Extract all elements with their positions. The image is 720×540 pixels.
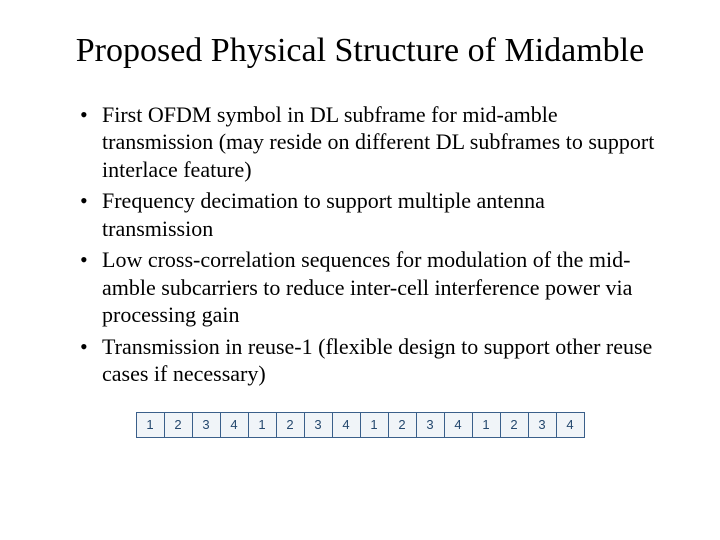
sequence-cell: 4 bbox=[332, 413, 360, 437]
sequence-cell: 4 bbox=[220, 413, 248, 437]
bullet-item: First OFDM symbol in DL subframe for mid… bbox=[80, 101, 660, 184]
sequence-strip: 1234123412341234 bbox=[136, 412, 585, 438]
sequence-strip-wrap: 1234123412341234 bbox=[50, 412, 670, 438]
sequence-cell: 2 bbox=[276, 413, 304, 437]
sequence-cell: 2 bbox=[164, 413, 192, 437]
bullet-item: Frequency decimation to support multiple… bbox=[80, 187, 660, 242]
bullet-item: Low cross-correlation sequences for modu… bbox=[80, 246, 660, 329]
sequence-cell: 3 bbox=[416, 413, 444, 437]
sequence-cell: 4 bbox=[556, 413, 584, 437]
bullet-item: Transmission in reuse-1 (flexible design… bbox=[80, 333, 660, 388]
sequence-cell: 3 bbox=[304, 413, 332, 437]
page-title: Proposed Physical Structure of Midamble bbox=[50, 30, 670, 73]
sequence-cell: 3 bbox=[528, 413, 556, 437]
sequence-cell: 1 bbox=[136, 413, 164, 437]
slide: Proposed Physical Structure of Midamble … bbox=[0, 0, 720, 540]
sequence-cell: 1 bbox=[472, 413, 500, 437]
sequence-cell: 1 bbox=[360, 413, 388, 437]
sequence-cell: 4 bbox=[444, 413, 472, 437]
sequence-cell: 1 bbox=[248, 413, 276, 437]
sequence-cell: 2 bbox=[500, 413, 528, 437]
bullet-list: First OFDM symbol in DL subframe for mid… bbox=[50, 101, 670, 388]
sequence-cell: 3 bbox=[192, 413, 220, 437]
sequence-cell: 2 bbox=[388, 413, 416, 437]
